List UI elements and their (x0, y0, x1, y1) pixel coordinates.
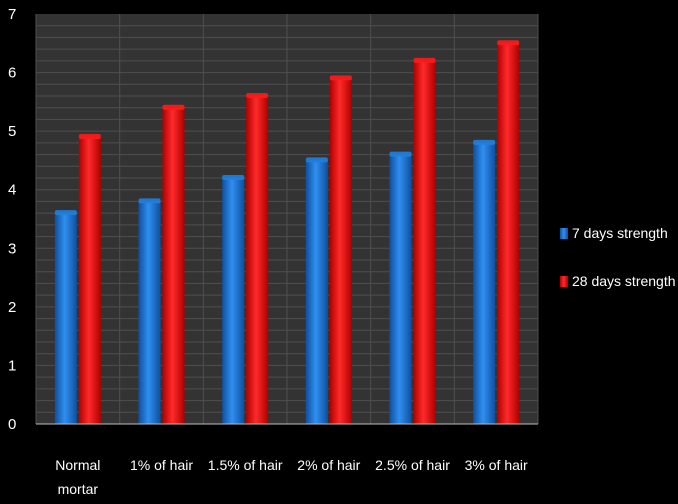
y-tick-label: 2 (8, 299, 16, 316)
legend-swatch (560, 276, 568, 287)
bar-7-days-top (222, 175, 245, 180)
y-tick-label: 7 (8, 6, 16, 23)
bar-28-days (497, 43, 520, 425)
y-tick-label: 3 (8, 240, 16, 257)
y-tick-label: 6 (8, 65, 16, 82)
bar-28-days (78, 137, 101, 424)
bar-28-days (162, 107, 185, 424)
bar-7-days-top (389, 151, 412, 157)
grid (35, 14, 539, 424)
bar-7-days (473, 142, 496, 424)
legend-label: 28 days strength (572, 273, 676, 289)
bar-28-days (413, 60, 436, 424)
x-tick-label: 2.5% of hair (375, 457, 450, 473)
y-tick-label: 4 (8, 182, 16, 199)
bar-7-days (138, 201, 161, 424)
bar-28-days-top (413, 57, 436, 63)
bar-7-days-top (54, 210, 77, 216)
legend-swatch (560, 228, 568, 239)
y-tick-labels: 0 1 2 3 4 5 6 7 (8, 6, 16, 433)
bar-7-days (389, 154, 412, 425)
legend-label: 7 days strength (572, 225, 668, 241)
x-tick-labels: Normal mortar 1% of hair 1.5% of hair 2% of … (55, 457, 528, 497)
bar-7-days (54, 213, 77, 424)
bar-28-days-top (246, 93, 269, 98)
y-tick-label: 5 (8, 123, 16, 140)
bar-7-days-top (138, 198, 161, 204)
bar-28-days-top (497, 40, 520, 46)
bar-7-days-top (473, 139, 496, 145)
bar-28-days-top (78, 134, 101, 139)
bar-28-days-top (162, 104, 185, 110)
x-tick-label: 2% of hair (297, 457, 360, 473)
bar-28-days (246, 96, 269, 424)
legend: 7 days strength 28 days strength (560, 225, 676, 289)
x-tick-label: 3% of hair (465, 457, 528, 473)
x-tick-label: 1% of hair (130, 457, 193, 473)
bar-7-days-top (305, 157, 328, 163)
bars (54, 40, 520, 425)
y-tick-label: 0 (8, 416, 16, 433)
bar-7-days (305, 160, 328, 424)
y-tick-label: 1 (8, 357, 16, 374)
bar-28-days (329, 78, 352, 424)
bar-7-days (222, 178, 245, 424)
bar-28-days-top (329, 75, 352, 81)
x-tick-label: 1.5% of hair (208, 457, 283, 473)
x-tick-label: Normal mortar (55, 457, 100, 497)
